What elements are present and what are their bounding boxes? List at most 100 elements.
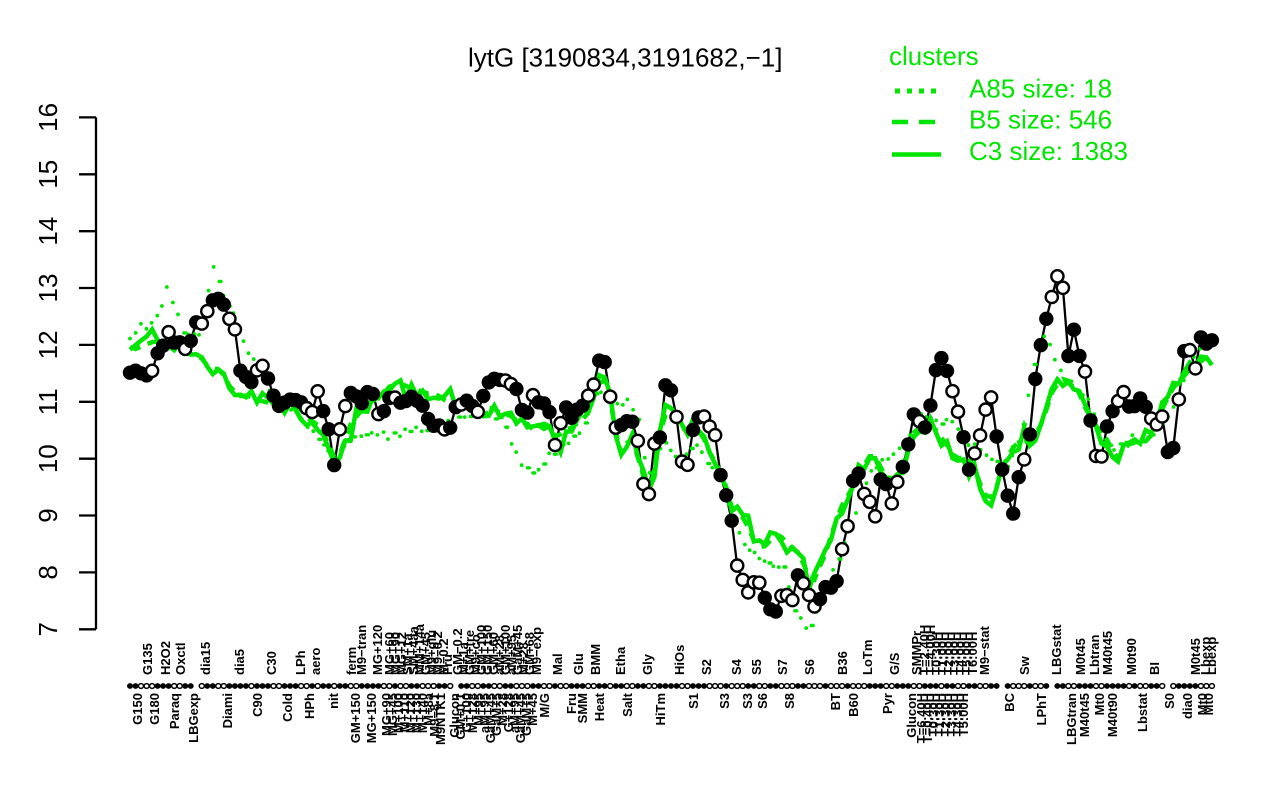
svg-text:M+1a: M+1a xyxy=(456,641,471,675)
svg-text:GM+150: GM+150 xyxy=(480,625,495,675)
svg-text:LPh: LPh xyxy=(293,650,308,675)
svg-text:M+95: M+95 xyxy=(471,693,486,726)
svg-text:aM+28: aM+28 xyxy=(492,635,507,675)
svg-text:Etha: Etha xyxy=(613,646,628,675)
svg-text:GaM+5: GaM+5 xyxy=(519,693,534,736)
svg-text:M+45: M+45 xyxy=(525,693,540,726)
svg-text:7: 7 xyxy=(33,622,63,636)
svg-text:M0t45: M0t45 xyxy=(1188,638,1203,675)
svg-text:A85 size: 18: A85 size: 18 xyxy=(969,74,1112,104)
svg-text:M−0.2: M−0.2 xyxy=(436,639,451,676)
svg-text:S3: S3 xyxy=(740,693,755,709)
svg-text:Lbtran: Lbtran xyxy=(1087,635,1102,676)
svg-text:M40t90: M40t90 xyxy=(1105,693,1120,737)
svg-text:Glucon: Glucon xyxy=(904,693,919,738)
svg-text:aM+95: aM+95 xyxy=(507,693,522,733)
svg-text:12: 12 xyxy=(33,330,63,359)
svg-text:SM+4aa: SM+4aa xyxy=(406,625,421,675)
svg-text:Glucon: Glucon xyxy=(447,693,462,738)
svg-text:S7: S7 xyxy=(775,659,790,675)
svg-text:GM+0.1: GM+0.1 xyxy=(453,693,468,740)
svg-text:M+140: M+140 xyxy=(415,693,430,733)
svg-text:G150: G150 xyxy=(130,693,145,725)
svg-text:13: 13 xyxy=(33,274,63,303)
svg-text:T=6.40H: T=6.40H xyxy=(914,693,929,743)
svg-text:Lbexp: Lbexp xyxy=(1204,637,1219,675)
svg-text:10: 10 xyxy=(33,444,63,473)
svg-text:Diami: Diami xyxy=(220,693,235,728)
svg-text:M+130: M+130 xyxy=(409,693,424,733)
svg-text:M+120: M+120 xyxy=(403,693,418,733)
svg-text:SMMPr: SMMPr xyxy=(909,631,924,675)
svg-text:LPhT: LPhT xyxy=(1034,693,1049,726)
svg-text:GM+68: GM+68 xyxy=(522,632,537,675)
svg-text:HPh: HPh xyxy=(302,693,317,719)
svg-text:S8: S8 xyxy=(782,693,797,709)
svg-text:Glu: Glu xyxy=(571,653,586,675)
svg-text:G180: G180 xyxy=(147,693,162,725)
svg-text:S4: S4 xyxy=(729,658,744,675)
svg-text:aM+95: aM+95 xyxy=(477,693,492,733)
svg-text:clusters: clusters xyxy=(889,41,979,71)
svg-text:nit: nit xyxy=(326,692,341,709)
svg-text:11: 11 xyxy=(33,388,63,415)
svg-text:Sw: Sw xyxy=(1017,655,1032,675)
svg-text:MG+90: MG+90 xyxy=(379,693,394,736)
svg-text:MG+150: MG+150 xyxy=(364,693,379,743)
svg-text:M+8a: M+8a xyxy=(421,692,436,726)
svg-text:Fru: Fru xyxy=(564,693,579,714)
svg-text:Oxctl: Oxctl xyxy=(173,642,188,675)
svg-text:S5: S5 xyxy=(749,659,764,675)
svg-text:T0:30H: T0:30H xyxy=(926,693,941,736)
svg-text:MM+14a: MM+14a xyxy=(412,623,427,675)
svg-text:M9NTK1: M9NTK1 xyxy=(433,693,448,745)
svg-text:M+110: M+110 xyxy=(397,693,412,732)
svg-text:aM+95: aM+95 xyxy=(504,635,519,675)
svg-text:B36: B36 xyxy=(835,651,850,675)
svg-text:GaM+5: GaM+5 xyxy=(489,693,504,736)
svg-text:GM+100: GM+100 xyxy=(474,625,489,675)
svg-text:G135: G135 xyxy=(140,643,155,675)
svg-text:M0t45: M0t45 xyxy=(1073,638,1088,675)
svg-text:dia15: dia15 xyxy=(198,642,213,675)
svg-text:T2:30H: T2:30H xyxy=(938,693,953,736)
svg-text:S6: S6 xyxy=(755,693,770,709)
svg-text:S1: S1 xyxy=(686,693,701,709)
svg-text:MG+12: MG+12 xyxy=(394,632,409,675)
svg-text:LBGexp: LBGexp xyxy=(186,693,201,743)
svg-text:Mt0: Mt0 xyxy=(1092,693,1107,715)
svg-text:GaM+45: GaM+45 xyxy=(513,693,528,743)
svg-text:ferm: ferm xyxy=(344,647,359,675)
svg-text:T6:00H: T6:00H xyxy=(965,632,980,675)
svg-text:Mt0: Mt0 xyxy=(1201,693,1216,715)
svg-text:S2: S2 xyxy=(699,659,714,675)
svg-text:S6: S6 xyxy=(802,659,817,675)
svg-text:Heat: Heat xyxy=(592,692,607,721)
svg-text:9: 9 xyxy=(33,508,63,522)
svg-text:MG+60: MG+60 xyxy=(382,632,397,675)
svg-text:MG+90: MG+90 xyxy=(388,632,403,675)
svg-text:T3:30H: T3:30H xyxy=(944,693,959,736)
svg-text:M9−8.1: M9−8.1 xyxy=(427,693,442,737)
svg-text:BT: BT xyxy=(828,693,843,710)
svg-text:Lbstat: Lbstat xyxy=(1135,692,1150,732)
svg-text:dia0: dia0 xyxy=(1180,693,1195,719)
svg-text:T5:00H: T5:00H xyxy=(959,632,974,675)
svg-text:Mt0: Mt0 xyxy=(1195,693,1210,715)
svg-text:GM+tre: GM+tre xyxy=(462,630,477,675)
svg-text:Lbexp: Lbexp xyxy=(1198,637,1213,675)
svg-text:T5:00H: T5:00H xyxy=(956,693,971,736)
svg-text:M+28: M+28 xyxy=(516,642,531,675)
svg-text:14: 14 xyxy=(33,217,63,246)
svg-text:B5 size: 546: B5 size: 546 xyxy=(969,105,1112,135)
svg-text:M40t45: M40t45 xyxy=(1077,693,1092,737)
svg-text:Paraq: Paraq xyxy=(167,693,182,729)
svg-text:M+100: M+100 xyxy=(391,693,406,733)
svg-text:T1:00H: T1:00H xyxy=(935,632,950,675)
svg-text:Salt: Salt xyxy=(620,692,635,717)
svg-text:G+100: G+100 xyxy=(459,693,474,732)
svg-text:H2O2: H2O2 xyxy=(158,641,173,675)
svg-text:M+28: M+28 xyxy=(495,693,510,726)
svg-text:T=2.40H: T=2.40H xyxy=(917,625,932,675)
svg-text:Fru: Fru xyxy=(440,654,455,675)
